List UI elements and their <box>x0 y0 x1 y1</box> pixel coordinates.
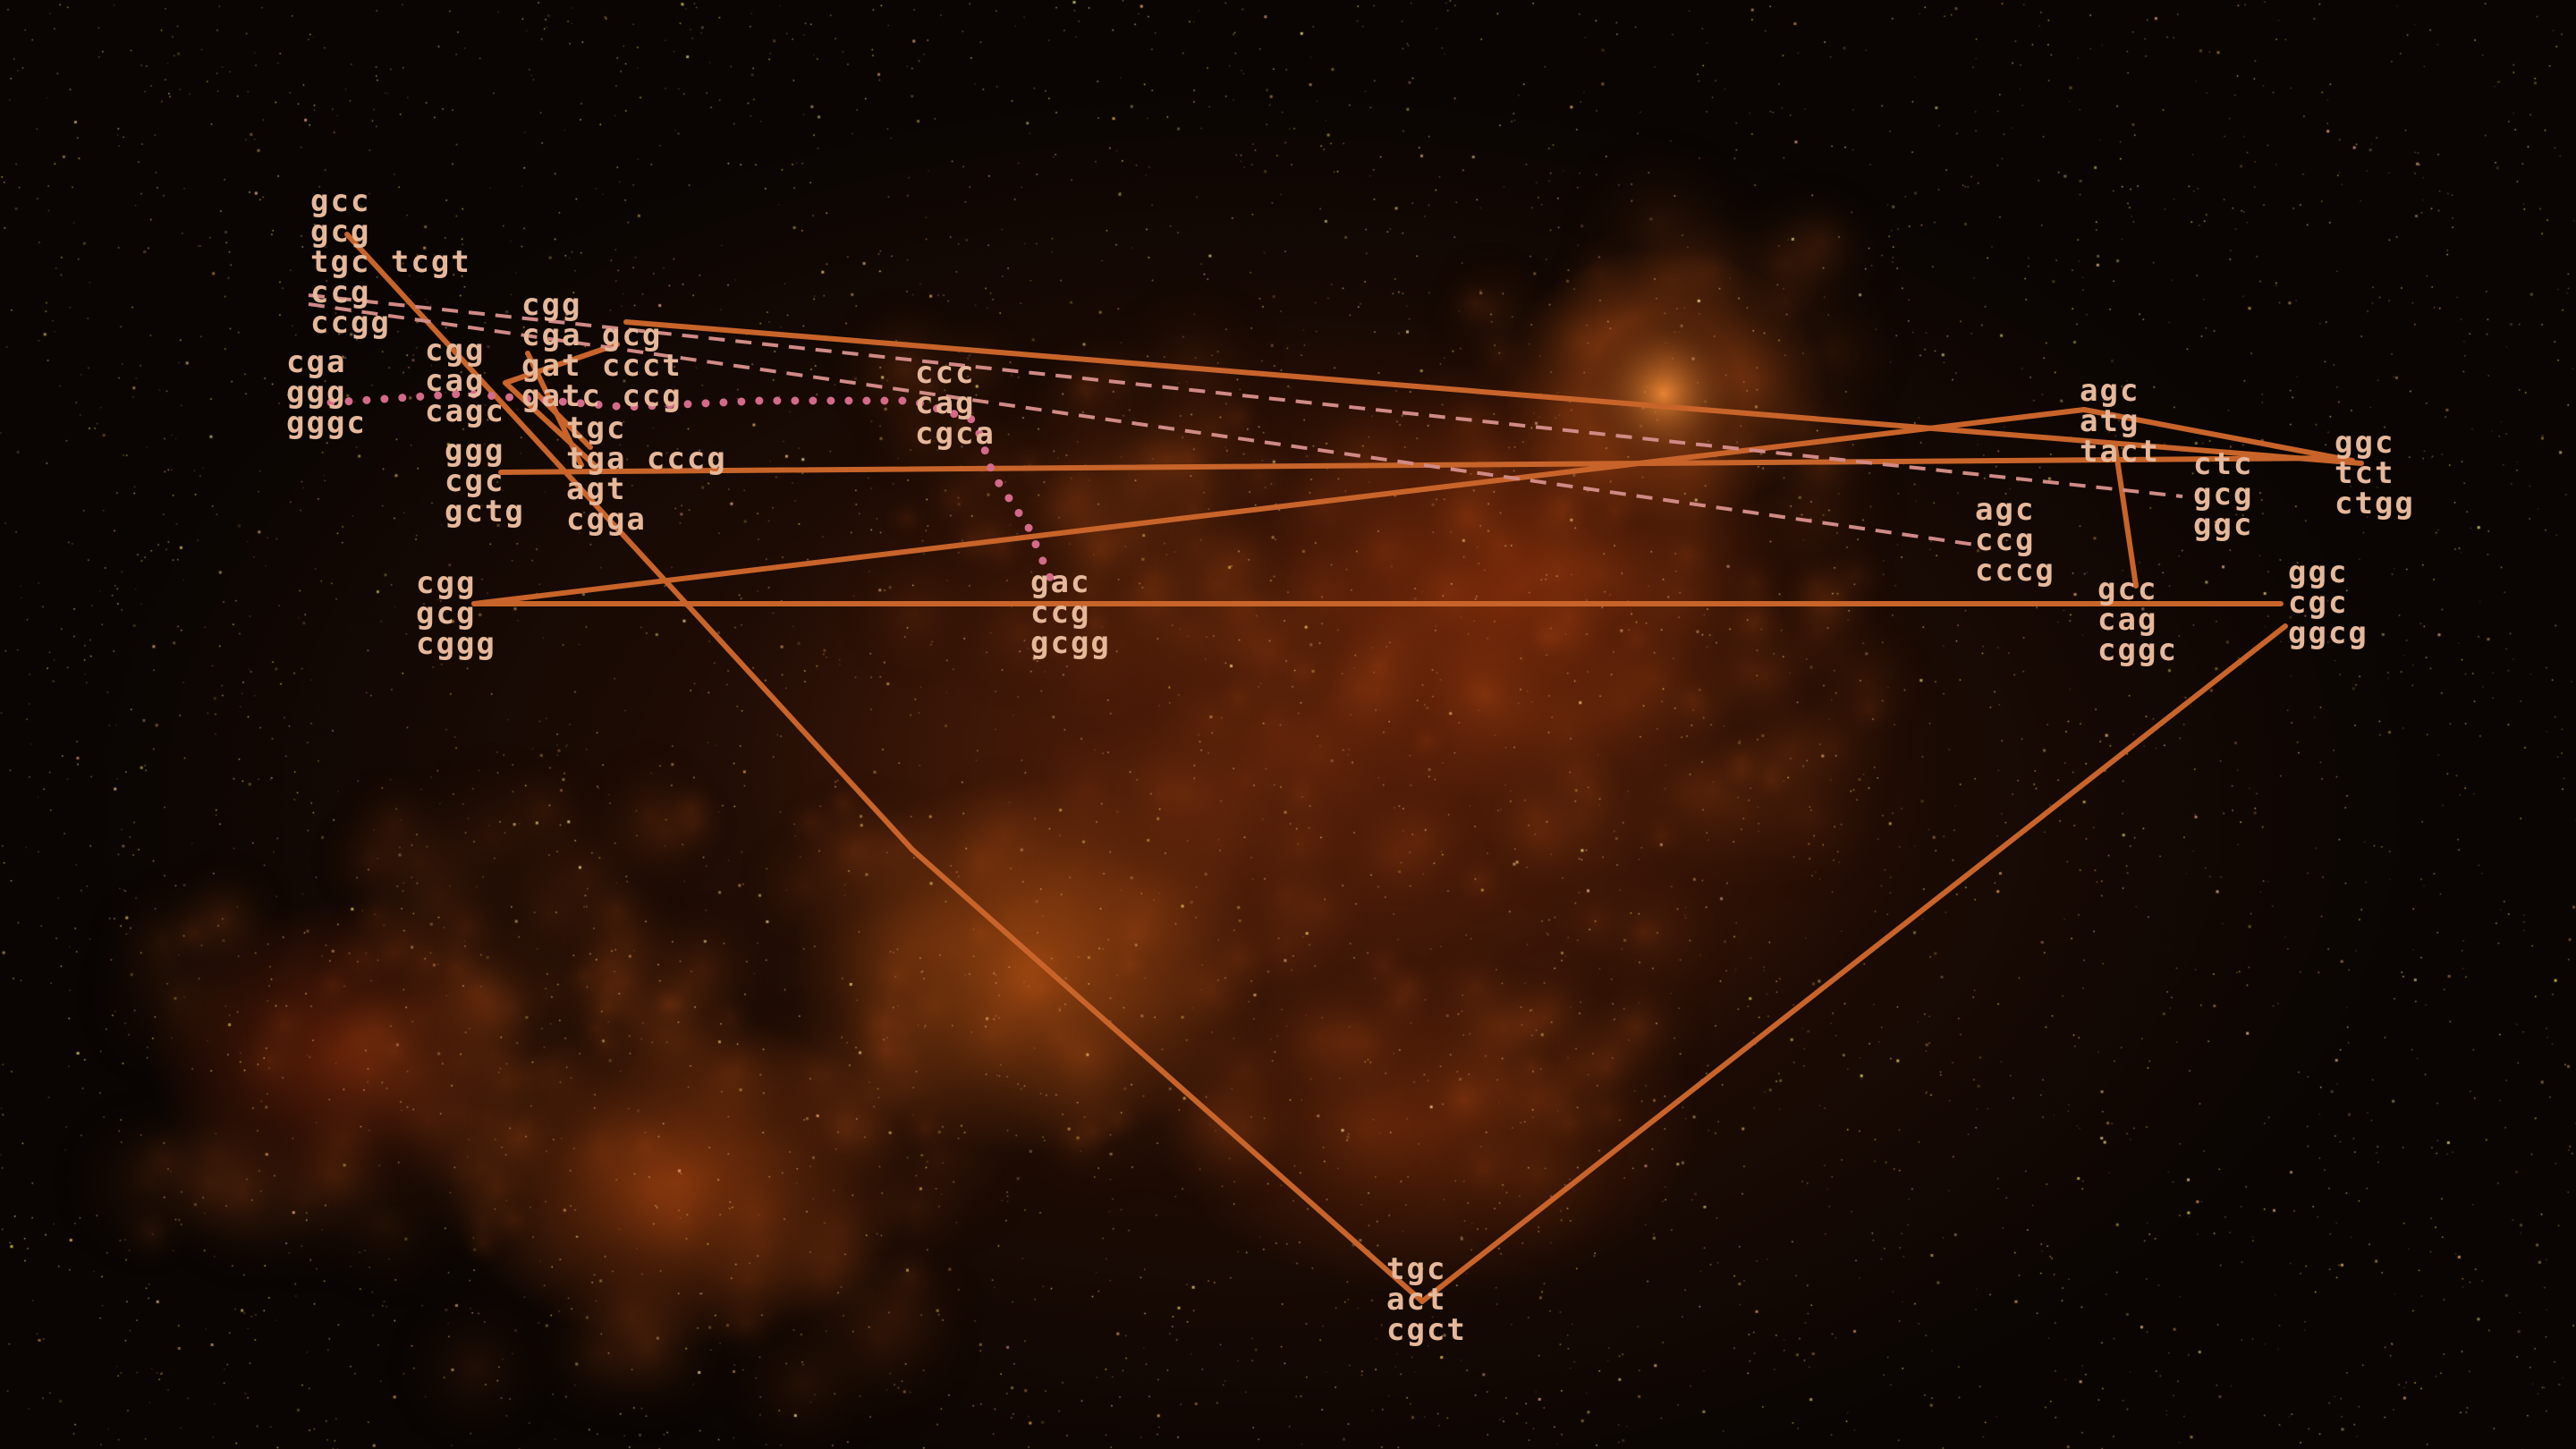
codon-label: gat ccct <box>521 348 682 384</box>
codon-label: ccg <box>1030 595 1091 631</box>
codon-label: cag <box>915 386 976 421</box>
codon-label: ccc <box>915 355 976 391</box>
solid-connection <box>471 407 2087 606</box>
codon-label: ccg <box>310 275 371 310</box>
codon-label: act <box>1386 1282 1447 1318</box>
codon-label: gctg <box>445 494 525 530</box>
codon-label: cagc <box>425 394 505 429</box>
solid-connection <box>2081 407 2355 463</box>
codon-label: gcg <box>2193 477 2254 513</box>
label-cluster: ctc gcg ggc <box>2193 449 2253 540</box>
codon-label: gcc <box>310 183 371 219</box>
codon-label: ggc <box>2334 425 2395 461</box>
label-cluster: tgc act cgct <box>1386 1254 1467 1345</box>
codon-label: atg <box>2080 403 2140 439</box>
label-cluster: agc atg tact <box>2080 376 2160 467</box>
solid-connection <box>503 380 602 472</box>
label-cluster: gcc cag cggc <box>2097 574 2178 665</box>
codon-label: ggg <box>286 375 347 411</box>
label-cluster: ggc tct ctgg <box>2334 428 2415 519</box>
codon-label: agt <box>566 471 627 507</box>
label-cluster: agc ccg cccg <box>1975 495 2055 586</box>
codon-label: gcgg <box>1030 625 1111 661</box>
codon-label: cag <box>2097 602 2158 638</box>
codon-label: tgc tcgt <box>310 244 471 280</box>
codon-label: gcc <box>2097 572 2158 607</box>
label-cluster: ggg cgc gctg <box>445 436 525 527</box>
solid-connection <box>910 847 1425 1304</box>
codon-label: cag <box>425 363 486 399</box>
label-cluster: gac ccg gcgg <box>1030 567 1111 658</box>
codon-label: tgc <box>566 411 627 446</box>
label-cluster: cgg cga gcg gat ccct gatc ccg <box>521 290 682 411</box>
codon-label: cgc <box>445 463 505 499</box>
codon-label: ggc <box>2193 507 2254 543</box>
codon-label: cggc <box>2097 632 2178 668</box>
label-cluster: cgg gcg cggg <box>416 568 496 659</box>
solid-connection <box>344 232 915 852</box>
solid-connection <box>498 455 2346 475</box>
codon-label: cgca <box>915 416 996 452</box>
solid-connection <box>2113 445 2139 589</box>
codon-label: tct <box>2334 455 2395 491</box>
codon-label: ccgg <box>310 305 391 341</box>
codon-label: tgc <box>1386 1251 1447 1287</box>
codon-label: gggc <box>286 405 367 441</box>
codon-label: cgga <box>566 502 647 538</box>
label-cluster: tgc tga cccg agt cgga <box>566 413 727 535</box>
codon-label: tga cccg <box>566 441 727 477</box>
dashed-connection <box>308 302 1982 547</box>
codon-label: cga gcg <box>521 318 663 353</box>
label-cluster: ggc cgc ggcg <box>2288 557 2368 648</box>
codon-label: cccg <box>1975 553 2055 589</box>
codon-label: cgct <box>1386 1312 1467 1348</box>
codon-label: gatc ccg <box>521 378 682 414</box>
dotted-connection <box>326 389 1060 595</box>
codon-label: gcg <box>416 596 477 631</box>
solid-connection <box>525 351 584 468</box>
label-cluster: cga ggg gggc <box>286 347 367 438</box>
codon-label: ccg <box>1975 522 2036 558</box>
label-cluster: ccc cag cgca <box>915 358 996 449</box>
codon-label: gcg <box>310 214 371 250</box>
codon-label: ctc <box>2193 446 2254 482</box>
codon-label: agc <box>2080 373 2140 409</box>
codon-label: agc <box>1975 492 2036 528</box>
codon-label: cgc <box>2288 585 2349 621</box>
codon-label: cga <box>286 344 347 380</box>
dashed-connection <box>308 293 2183 498</box>
codon-label: ggg <box>445 433 505 469</box>
codon-label: gac <box>1030 564 1091 600</box>
label-cluster: gcc gcg tgc tcgt ccg ccgg <box>310 186 471 338</box>
codon-label: ggc <box>2288 555 2349 590</box>
codon-label: cgg <box>425 333 486 369</box>
solid-connection <box>1419 623 2288 1304</box>
codon-label: tact <box>2080 434 2160 470</box>
codon-label: ggcg <box>2288 615 2368 651</box>
solid-connection <box>503 342 620 386</box>
codon-label: cggg <box>416 626 496 662</box>
codon-label: cgg <box>521 287 582 323</box>
codon-label: cgg <box>416 565 477 601</box>
label-cluster: cgg cag cagc <box>425 335 505 427</box>
codon-label: ctgg <box>2334 486 2415 521</box>
solid-connection <box>623 319 2364 466</box>
